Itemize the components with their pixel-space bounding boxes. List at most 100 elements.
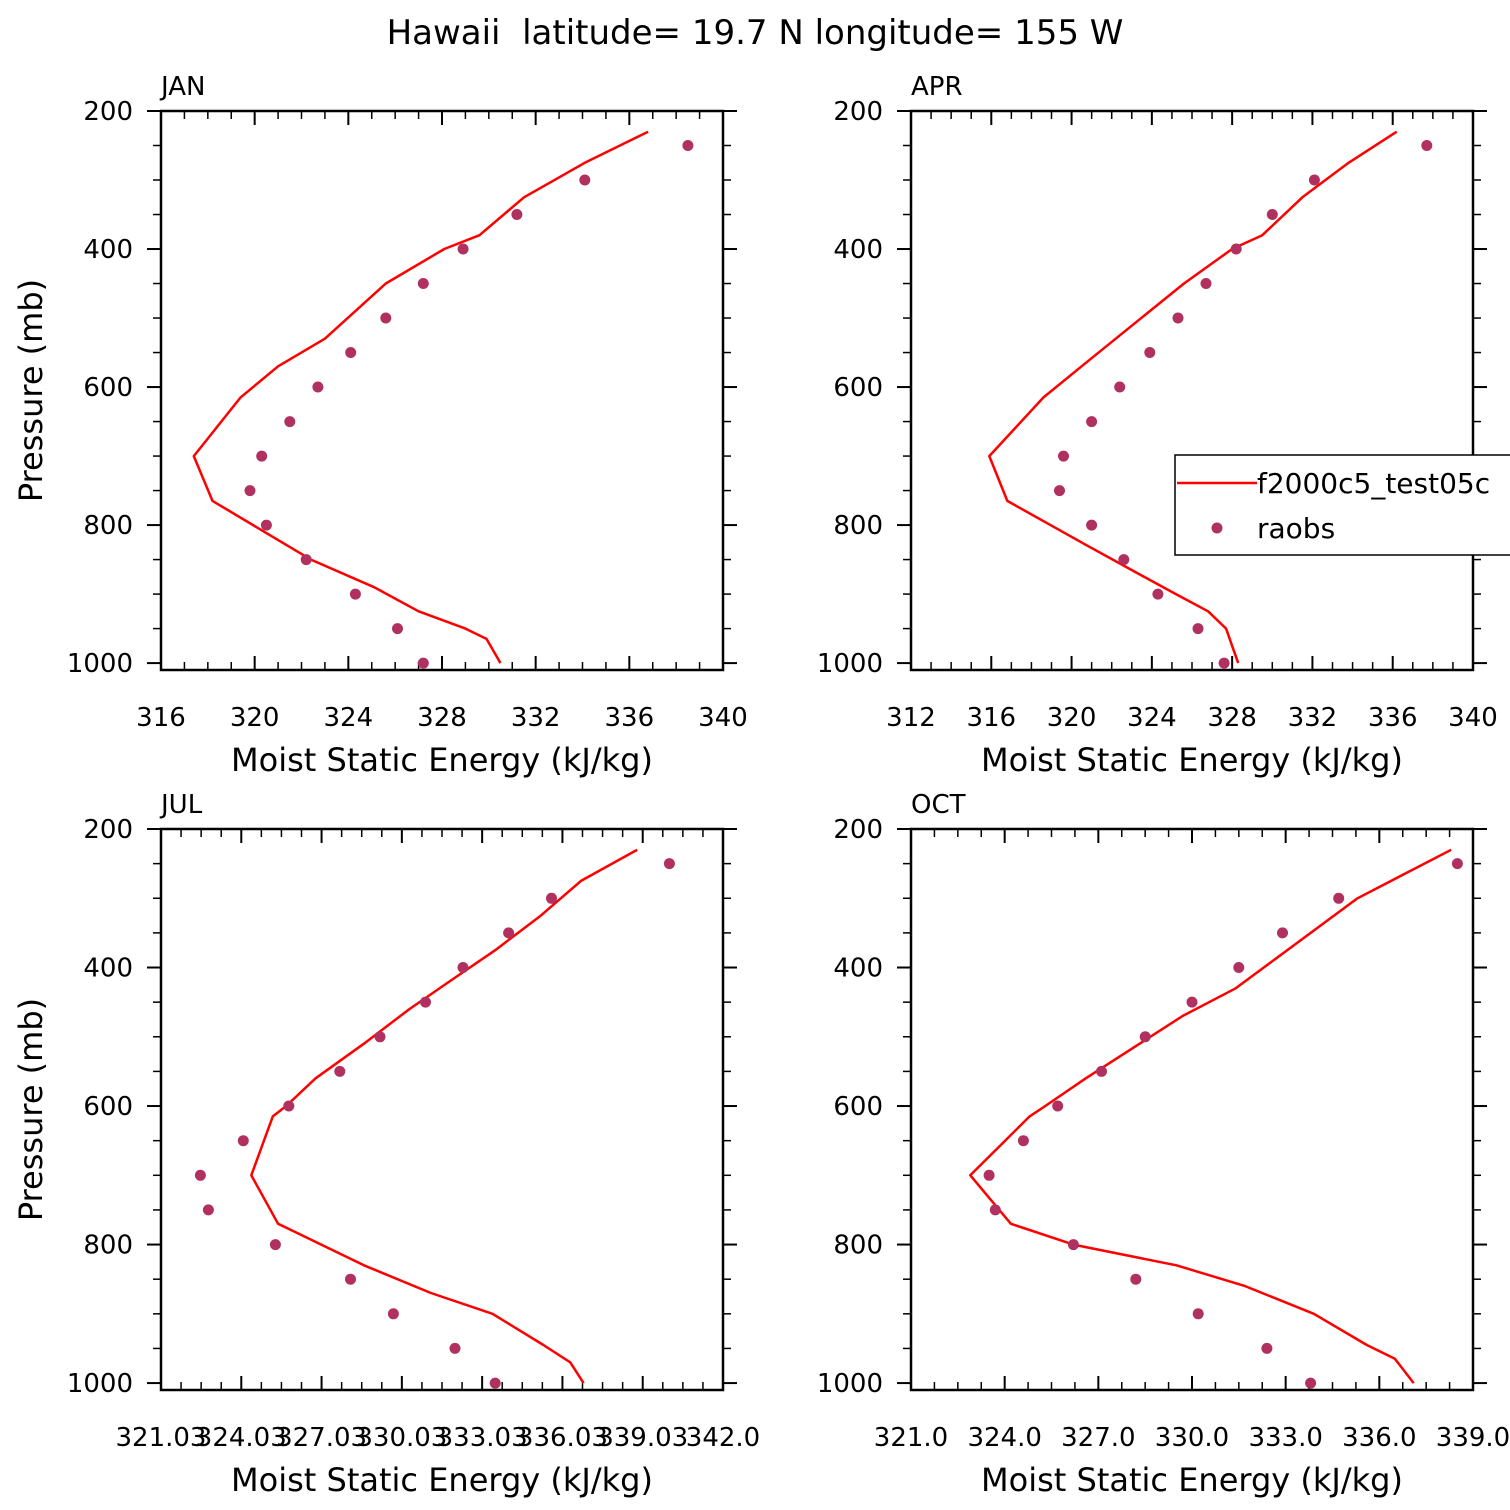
raobs-point [202,1204,214,1216]
x-tick-label: 327.03 [276,1423,367,1453]
model-line [192,130,649,664]
raobs-point [345,347,357,358]
x-tick-label: 320 [230,703,280,733]
y-axis-label: Pressure (mb) [12,279,50,502]
raobs-point [1200,278,1212,289]
y-tick-label: 400 [833,235,883,265]
model-line [250,848,638,1384]
x-tick-label: 336 [605,703,655,733]
raobs-point [417,278,429,289]
y-tick-label: 600 [83,1092,133,1122]
raobs-point [1086,416,1098,428]
panel-title: APR [911,72,963,102]
raobs-point [420,996,431,1008]
raobs-point [1305,1377,1317,1389]
panel-jul: JUL321.03324.03327.03330.03333.03336.033… [12,790,760,1499]
raobs-point [1058,450,1069,462]
raobs-point [269,1239,281,1251]
plot-frame [909,827,1475,1392]
raobs-point [511,209,523,220]
legend-marker-swatch [1211,522,1223,534]
x-tick-label: 330.03 [356,1423,447,1453]
x-axis-label: Moist Static Energy (kJ/kg) [231,1461,653,1499]
y-tick-label: 200 [833,97,883,127]
raobs-point [682,140,694,151]
x-tick-label: 324.0 [967,1423,1041,1453]
raobs-point [1261,1342,1273,1354]
raobs-point [1130,1273,1142,1285]
raobs-point [1421,140,1433,151]
panel-jan: JAN 316 320 324 328 332 336 340 200 400 600 800 1000… [12,72,748,779]
raobs-point [983,1169,995,1181]
raobs-point [244,485,256,497]
raobs-point [1172,312,1184,324]
x-tick-label: 340 [1448,703,1498,733]
raobs-point [457,962,469,973]
raobs-point [1218,657,1230,669]
x-tick-label: 336.0 [1342,1423,1416,1453]
raobs-point [1054,485,1065,497]
x-tick-label: 328 [1207,703,1257,733]
x-tick-label: 327.0 [1061,1423,1135,1453]
y-tick-label: 800 [83,1231,133,1261]
raobs-point [1308,174,1320,186]
plot-frame [159,827,725,1392]
x-axis-label: Moist Static Energy (kJ/kg) [981,1461,1403,1499]
raobs-point [1086,519,1098,531]
y-tick-label: 600 [83,373,133,403]
raobs-point [1451,858,1463,870]
raobs-point [392,623,403,635]
raobs-point [1144,347,1156,358]
raobs-point [1186,996,1198,1008]
raobs-point [312,381,324,393]
raobs-point [1233,962,1245,973]
raobs-point [449,1342,461,1354]
raobs-point [256,450,268,462]
y-tick-label: 1000 [817,649,883,679]
x-tick-label: 324.03 [196,1423,287,1453]
y-tick-label: 800 [833,511,883,541]
raobs-point [1152,588,1164,600]
raobs-point [1017,1135,1029,1147]
raobs-point [300,554,312,566]
y-tick-label: 400 [83,235,133,265]
raobs-point [345,1273,356,1285]
raobs-point [417,657,429,669]
raobs-point [387,1308,399,1320]
raobs-point [579,174,591,186]
x-tick-label: 332 [511,703,561,733]
raobs-point [283,1100,295,1112]
y-tick-label: 200 [833,815,883,845]
legend: f2000c5_test05c raobs [1174,454,1510,556]
legend-obs-label: raobs [1257,512,1335,545]
raobs-point [989,1204,1001,1216]
y-axis-label: Pressure (mb) [12,998,50,1221]
panel-title: JUL [159,790,203,820]
x-tick-label: 316 [136,703,186,733]
raobs-point [284,416,296,428]
panel-oct: OCT 321.0 324.0 327.0 330.0 333.0 336.0 339.0 20… [817,790,1510,1499]
x-tick-label: 320 [1047,703,1097,733]
plot-frame [909,109,1475,672]
x-tick-label: 340 [698,703,748,733]
x-tick-label: 336 [1368,703,1418,733]
raobs-point [503,927,515,939]
raobs-point [237,1135,249,1147]
panels: JAN 316 320 324 328 332 336 340 200 400 600 800 1000… [12,72,1510,1499]
legend-model-label: f2000c5_test05c [1257,467,1490,500]
raobs-point [663,858,675,870]
raobs-point [1052,1100,1064,1112]
series-raobs [1054,140,1433,669]
x-axis-label: Moist Static Energy (kJ/kg) [231,741,653,779]
raobs-point [380,312,392,324]
legend-box [1174,454,1510,556]
x-tick-label: 342.0 [686,1423,760,1453]
x-tick-label: 316 [966,703,1016,733]
series-raobs [194,858,675,1389]
raobs-point [194,1169,206,1181]
y-tick-label: 400 [833,954,883,984]
raobs-point [1266,209,1278,220]
model-line [988,130,1398,664]
raobs-point [457,243,469,255]
